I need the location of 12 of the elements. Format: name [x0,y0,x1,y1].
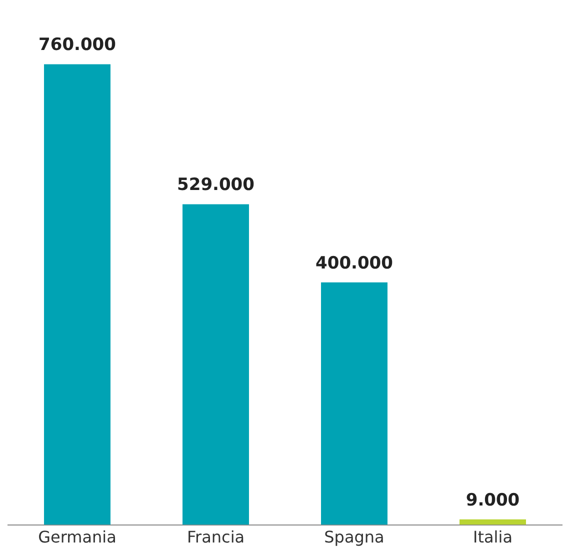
bar [460,519,526,525]
x-tick-label: Germania [38,528,116,547]
data-label: 760.000 [38,35,116,56]
bar [44,64,110,525]
x-tick-label: Italia [473,528,512,547]
bar [321,282,388,525]
data-label: 400.000 [316,253,394,274]
x-tick-label: Spagna [324,528,384,547]
data-label: 529.000 [177,175,255,196]
x-tick-label: Francia [186,528,245,547]
bar [182,204,249,525]
data-label: 9.000 [466,490,520,510]
